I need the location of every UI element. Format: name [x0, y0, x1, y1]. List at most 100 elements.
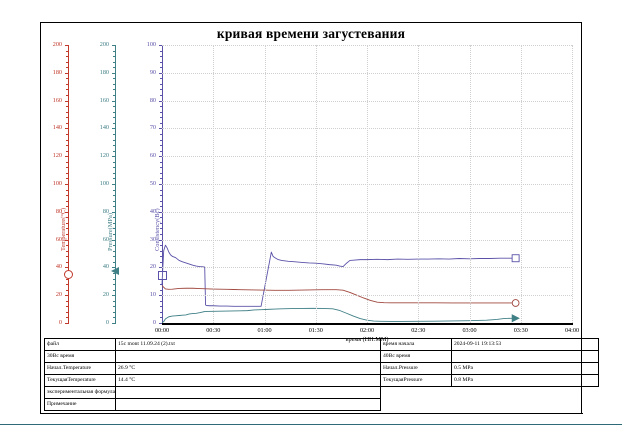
axis-tick-label: 80	[55, 207, 62, 215]
axis-minor-tick	[160, 89, 163, 91]
table-cell: время начала	[380, 338, 452, 351]
axis-minor-tick	[66, 156, 69, 158]
axis-minor-tick	[113, 139, 116, 141]
axis-minor-tick	[160, 195, 163, 197]
axis-minor-tick	[113, 239, 116, 241]
axis-minor-tick	[66, 295, 69, 297]
axis-minor-tick	[160, 150, 163, 152]
axis-tick-label: 80	[149, 96, 156, 104]
axis-tick-label: 40	[149, 207, 156, 215]
axis-minor-tick	[66, 72, 69, 74]
x-axis-tick-label: 04:00	[564, 327, 580, 334]
axis-tick-label: 60	[55, 235, 62, 243]
axis-tick-label: 20	[55, 291, 62, 299]
axis-title: Consistency(Bc)	[154, 208, 161, 251]
axis-tick-label: 120	[99, 152, 109, 160]
axis-minor-tick	[113, 122, 116, 124]
curve-pressure	[161, 307, 516, 324]
axis-minor-tick	[160, 295, 163, 297]
axis-minor-tick	[113, 83, 116, 85]
x-axis-tick-label: 00:30	[206, 327, 221, 334]
axis-minor-tick	[66, 306, 69, 308]
axis-tick-label: 20	[102, 291, 109, 299]
axis-minor-tick	[113, 311, 116, 313]
grid-line-horizontal	[162, 211, 572, 213]
axis-minor-tick	[66, 289, 69, 291]
axis-title: Temperature(°C)	[60, 207, 67, 251]
axis-minor-tick	[113, 189, 116, 191]
axis-minor-tick	[113, 150, 116, 152]
chart-title: кривая времени загустевания	[216, 26, 406, 41]
axis-minor-tick	[66, 211, 69, 213]
x-axis-tick-label: 01:00	[257, 327, 272, 334]
axis-minor-tick	[160, 323, 163, 324]
axis-minor-tick	[66, 172, 69, 174]
axis-minor-tick	[113, 278, 116, 280]
axis-minor-tick	[66, 250, 69, 252]
grid-line-horizontal	[162, 267, 572, 269]
grid-line-horizontal	[162, 239, 572, 241]
axis-minor-tick	[160, 172, 163, 174]
axis-minor-tick	[113, 184, 116, 185]
grid-line-horizontal	[162, 72, 572, 74]
axis-minor-tick	[113, 161, 116, 163]
axis-tick-label: 100	[52, 180, 62, 187]
axis-tick-label: 160	[52, 96, 62, 104]
axis-title: Pressure(MPa)	[107, 212, 114, 251]
axis-tick-label: 200	[52, 41, 62, 48]
axis-line	[115, 45, 116, 323]
axis-tick-label: 160	[99, 96, 109, 104]
curve-temperature	[161, 285, 516, 304]
axis-minor-tick	[113, 323, 116, 324]
axis-minor-tick	[66, 45, 69, 46]
axis-minor-tick	[160, 128, 163, 130]
axis-minor-tick	[160, 56, 163, 58]
axis-tick-label: 90	[149, 68, 156, 76]
axis-minor-tick	[66, 222, 69, 224]
axis-minor-tick	[113, 167, 116, 169]
table-cell-empty	[115, 386, 381, 399]
axis-tick-label: 60	[102, 235, 109, 243]
axis-minor-tick	[66, 239, 69, 241]
curve-consistency	[161, 244, 516, 307]
axis-tick-label: 0	[105, 319, 109, 326]
axis-minor-tick	[113, 317, 116, 319]
axis-minor-tick	[66, 234, 69, 236]
axis-tick-label: 100	[146, 41, 156, 48]
axis-minor-tick	[160, 133, 163, 135]
axis-tick-label: 0	[58, 319, 62, 326]
axis-minor-tick	[66, 261, 69, 263]
axis-tick-label: 80	[102, 207, 109, 215]
end-marker-triangle	[511, 314, 520, 323]
axis-minor-tick	[160, 211, 163, 213]
grid-line-horizontal	[162, 295, 572, 297]
axis-tick-label: 140	[52, 124, 62, 132]
axis-minor-tick	[66, 311, 69, 313]
axis-minor-tick	[66, 206, 69, 208]
axis-minor-tick	[113, 89, 116, 91]
table-cell: Примечание	[44, 398, 116, 411]
grid-line-horizontal	[162, 100, 572, 102]
table-cell: 2024-09-11 19:13:53	[451, 338, 599, 351]
axis-minor-tick	[66, 145, 69, 147]
axis-minor-tick	[160, 67, 163, 69]
chart-area: 0 20 40 60 80 100 120 140 160 180 200 Temperature(°…	[44, 40, 580, 343]
axis-minor-tick	[113, 295, 116, 297]
axis-minor-tick	[160, 200, 163, 202]
frame-bottom-border	[40, 413, 583, 414]
axis-minor-tick	[113, 56, 116, 58]
table-cell: 14.4 °C	[115, 374, 381, 387]
axis-minor-tick	[160, 256, 163, 258]
grid-line-horizontal	[162, 128, 572, 130]
axis-minor-tick	[160, 72, 163, 74]
axis-minor-tick	[113, 133, 116, 135]
axis-minor-tick	[113, 300, 116, 302]
axis-minor-tick	[66, 284, 69, 286]
axis-minor-tick	[160, 245, 163, 247]
axis-tick-label: 50	[149, 180, 156, 187]
axis-minor-tick	[113, 234, 116, 236]
table-row: файл 15с mont 11.09.24 (2).txt время начал…	[44, 338, 599, 351]
axis-minor-tick	[113, 222, 116, 224]
x-axis-tick-label: 03:00	[462, 327, 477, 334]
